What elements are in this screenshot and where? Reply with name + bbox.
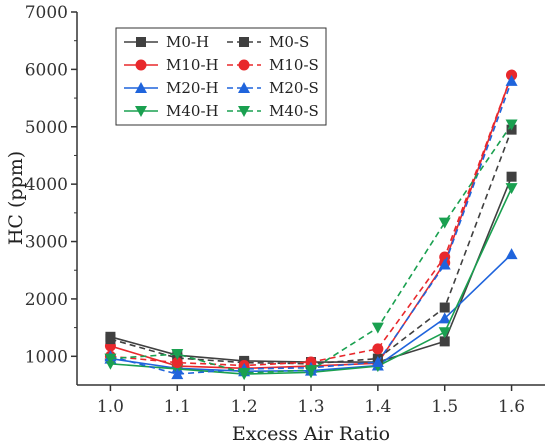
data-point <box>171 357 183 369</box>
series-M40-H <box>104 183 518 381</box>
data-point <box>305 365 317 377</box>
y-tick-label: 4000 <box>25 175 68 195</box>
series-M0-S <box>105 124 517 369</box>
x-tick-label: 1.1 <box>164 397 191 417</box>
y-axis-title: HC (ppm) <box>5 151 27 245</box>
legend-entry-M40-H: M40-H <box>124 102 219 120</box>
data-point <box>104 353 117 365</box>
legend-entry-M0-H: M0-H <box>124 33 209 51</box>
legend-entry-M40-S: M40-S <box>227 102 319 120</box>
data-point <box>438 217 451 229</box>
data-point <box>105 334 116 345</box>
legend-label: M40-S <box>269 102 319 120</box>
legend-label: M40-H <box>166 102 219 120</box>
legend-marker <box>135 82 147 93</box>
legend-label: M10-S <box>269 56 319 74</box>
series-M0-H <box>105 171 517 368</box>
y-ticks: 1000 2000 3000 4000 5000 6000 7000 <box>25 3 77 367</box>
legend-marker <box>136 37 146 47</box>
legend-marker <box>135 106 147 117</box>
data-point <box>238 367 251 379</box>
series-line <box>110 176 513 363</box>
x-tick-label: 1.2 <box>231 397 258 417</box>
legend-label: M0-H <box>166 33 209 51</box>
data-point <box>371 322 384 334</box>
data-point <box>371 356 384 368</box>
legend-marker <box>238 82 250 93</box>
series-M40-S <box>104 119 518 379</box>
series-layer <box>104 69 518 381</box>
legend-label: M20-S <box>269 79 319 97</box>
data-point <box>439 302 450 313</box>
legend-entry-M10-S: M10-S <box>227 56 319 74</box>
x-tick-label: 1.6 <box>498 397 525 417</box>
data-point <box>505 248 518 260</box>
legend-entry-M20-S: M20-S <box>227 79 319 97</box>
y-tick-label: 6000 <box>25 60 68 80</box>
legend-label: M10-H <box>166 56 219 74</box>
data-point <box>171 368 184 380</box>
x-tick-label: 1.5 <box>431 397 458 417</box>
x-axis-title: Excess Air Ratio <box>232 423 390 445</box>
legend-marker <box>238 59 250 71</box>
series-line <box>110 124 513 374</box>
data-point <box>171 349 184 361</box>
y-tick-label: 2000 <box>25 290 68 310</box>
legend-marker <box>135 59 147 71</box>
y-tick-label: 3000 <box>25 233 68 253</box>
data-point <box>505 119 518 131</box>
legend: M0-H M10-H M20-H M40-H M0-S M10-S M20-S M40-S <box>115 27 327 126</box>
y-tick-label: 5000 <box>25 118 68 138</box>
legend-entry-M10-H: M10-H <box>124 56 219 74</box>
legend-label: M20-H <box>166 79 219 97</box>
data-point <box>438 327 451 339</box>
x-ticks: 1.0 1.1 1.2 1.3 1.4 1.5 1.6 <box>97 385 525 417</box>
data-point <box>439 336 450 347</box>
x-tick-label: 1.0 <box>97 397 124 417</box>
y-tick-label: 1000 <box>25 347 68 367</box>
legend-label: M0-S <box>269 33 309 51</box>
x-tick-label: 1.3 <box>297 397 324 417</box>
legend-entry-M20-H: M20-H <box>124 79 219 97</box>
series-line <box>110 187 513 375</box>
x-tick-label: 1.4 <box>364 397 391 417</box>
legend-entry-M0-S: M0-S <box>227 33 309 51</box>
data-point <box>372 343 384 355</box>
data-point <box>505 183 518 195</box>
series-line <box>110 129 513 365</box>
data-point <box>439 251 451 263</box>
legend-marker <box>239 37 249 47</box>
data-point <box>505 74 518 86</box>
data-point <box>506 171 517 182</box>
legend-box <box>115 27 327 126</box>
data-point <box>438 258 451 270</box>
legend-marker <box>238 106 250 117</box>
data-point <box>438 312 451 324</box>
y-tick-label: 7000 <box>25 3 68 23</box>
